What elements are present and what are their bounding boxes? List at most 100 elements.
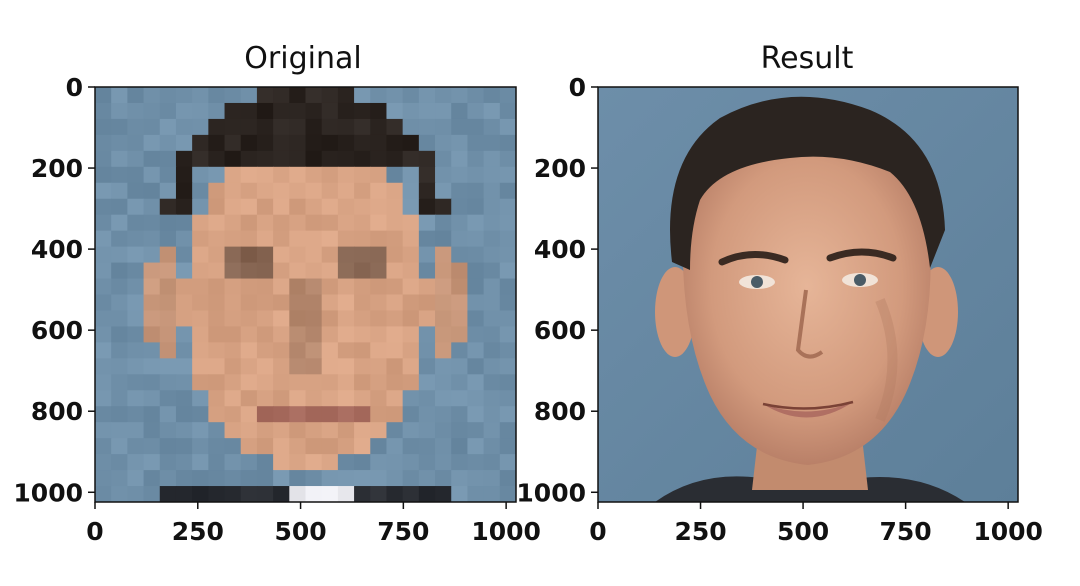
mosaic-pixel <box>402 166 420 184</box>
mosaic-pixel <box>159 262 177 280</box>
mosaic-pixel <box>95 294 112 312</box>
mosaic-pixel <box>483 87 501 104</box>
mosaic-pixel <box>321 470 339 487</box>
mosaic-pixel <box>208 326 226 343</box>
nose-shape <box>795 289 824 359</box>
mosaic-pixel <box>435 214 452 232</box>
x-tick-label-result: 1000 <box>973 517 1043 546</box>
mosaic-pixel <box>143 310 161 328</box>
mosaic-pixel <box>337 342 355 359</box>
y-tick-label-result: 0 <box>569 73 586 102</box>
mosaic-pixel <box>321 406 339 423</box>
mosaic-pixel <box>192 262 209 280</box>
mosaic-pixel <box>192 390 209 407</box>
mosaic-pixel <box>175 422 193 439</box>
mosaic-pixel <box>354 278 371 296</box>
mosaic-pixel <box>224 326 242 343</box>
mosaic-pixel <box>175 118 193 136</box>
mosaic-pixel <box>95 118 112 136</box>
mosaic-pixel <box>386 134 404 152</box>
mosaic-pixel <box>354 310 371 328</box>
mosaic-pixel <box>483 342 501 359</box>
mosaic-pixel <box>370 118 388 136</box>
mosaic-pixel <box>111 374 128 391</box>
mosaic-pixel <box>192 486 209 502</box>
mosaic-pixel <box>370 422 388 439</box>
mosaic-pixel <box>224 182 242 200</box>
mosaic-pixel <box>418 166 436 184</box>
mosaic-pixel <box>483 118 501 136</box>
mosaic-pixel <box>175 87 193 104</box>
mosaic-pixel <box>386 406 404 423</box>
mosaic-pixel <box>111 102 128 120</box>
mosaic-pixel <box>240 198 258 216</box>
mosaic-pixel <box>467 374 485 391</box>
mosaic-pixel <box>175 326 193 343</box>
mosaic-pixel <box>224 134 242 152</box>
mosaic-pixel <box>208 118 226 136</box>
mosaic-pixel <box>337 406 355 423</box>
mosaic-pixel <box>256 438 274 455</box>
mosaic-pixel <box>111 438 128 455</box>
mosaic-pixel <box>127 470 145 487</box>
mosaic-pixel <box>483 486 501 502</box>
mosaic-pixel <box>402 326 420 343</box>
mosaic-pixel <box>111 294 128 312</box>
mosaic-pixel <box>337 358 355 375</box>
mosaic-pixel <box>289 470 307 487</box>
mosaic-pixel <box>451 374 469 391</box>
mosaic-pixel <box>386 278 404 296</box>
mosaic-pixel <box>273 406 290 423</box>
mosaic-pixel <box>483 374 501 391</box>
mosaic-pixel <box>499 310 516 328</box>
mosaic-pixel <box>337 374 355 391</box>
mosaic-pixel <box>402 438 420 455</box>
mosaic-pixel <box>95 87 112 104</box>
mosaic-pixel <box>95 454 112 471</box>
mosaic-pixel <box>159 246 177 264</box>
mosaic-pixel <box>321 166 339 184</box>
mosaic-pixel <box>273 150 290 168</box>
hair-shape <box>670 96 945 270</box>
mosaic-pixel <box>483 214 501 232</box>
mosaic-pixel <box>370 278 388 296</box>
mosaic-pixel <box>289 87 307 104</box>
mosaic-pixel <box>483 246 501 264</box>
mosaic-pixel <box>418 406 436 423</box>
mosaic-pixel <box>354 87 371 104</box>
mosaic-pixel <box>305 486 323 502</box>
mosaic-pixel <box>451 278 469 296</box>
mosaic-pixel <box>175 230 193 248</box>
mosaic-pixel <box>370 182 388 200</box>
mosaic-pixel <box>499 150 516 168</box>
mosaic-pixel <box>192 118 209 136</box>
mosaic-pixel <box>354 486 371 502</box>
mosaic-pixel <box>256 294 274 312</box>
mosaic-pixel <box>451 87 469 104</box>
mosaic-pixel <box>499 342 516 359</box>
mosaic-pixel <box>305 390 323 407</box>
mosaic-pixel <box>240 454 258 471</box>
mosaic-pixel <box>208 166 226 184</box>
mosaic-pixel <box>386 87 404 104</box>
mosaic-pixel <box>111 422 128 439</box>
mosaic-pixel <box>143 326 161 343</box>
mosaic-pixel <box>467 262 485 280</box>
mosaic-pixel <box>435 246 452 264</box>
mosaic-pixel <box>289 454 307 471</box>
mosaic-pixel <box>159 342 177 359</box>
mosaic-pixel <box>418 438 436 455</box>
mosaic-pixel <box>499 390 516 407</box>
mosaic-pixel <box>240 134 258 152</box>
mosaic-pixel <box>240 390 258 407</box>
mosaic-pixel <box>289 326 307 343</box>
mosaic-pixel <box>483 470 501 487</box>
mosaic-pixel <box>208 246 226 264</box>
mosaic-pixel <box>95 182 112 200</box>
mosaic-pixel <box>175 454 193 471</box>
mosaic-pixel <box>499 246 516 264</box>
mosaic-pixel <box>175 278 193 296</box>
mosaic-pixel <box>289 374 307 391</box>
mosaic-pixel <box>451 246 469 264</box>
mosaic-pixel <box>159 406 177 423</box>
